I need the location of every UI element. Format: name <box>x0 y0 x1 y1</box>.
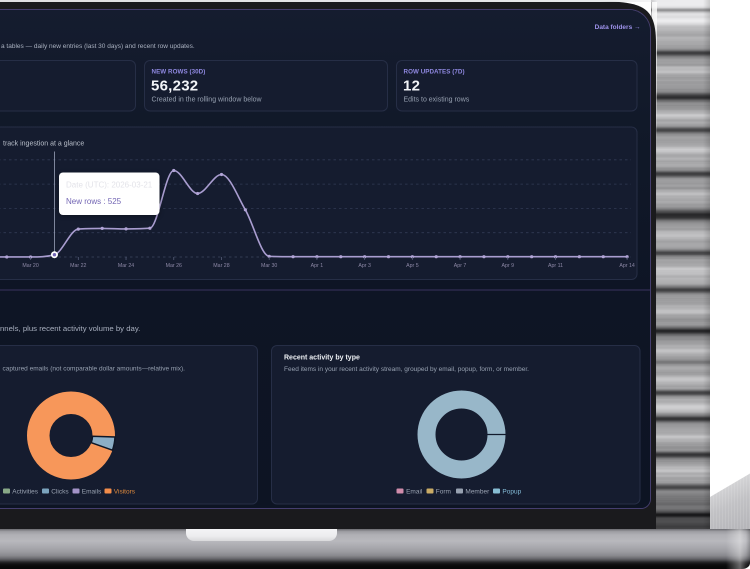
svg-text:Mar 28: Mar 28 <box>213 263 229 269</box>
svg-text:Mar 30: Mar 30 <box>261 263 277 269</box>
svg-text:Apr 1: Apr 1 <box>311 263 324 269</box>
svg-text:Apr 9: Apr 9 <box>502 263 515 269</box>
svg-text:Apr 7: Apr 7 <box>454 263 467 269</box>
svg-text:Mar 20: Mar 20 <box>22 263 38 269</box>
svg-text:Mar 22: Mar 22 <box>70 263 86 269</box>
svg-text:Mar 24: Mar 24 <box>118 263 134 269</box>
svg-text:Apr 11: Apr 11 <box>548 263 563 269</box>
svg-text:Apr 5: Apr 5 <box>406 263 419 269</box>
svg-text:Apr 3: Apr 3 <box>358 263 371 269</box>
svg-text:Apr 14: Apr 14 <box>619 263 635 269</box>
svg-text:Mar 26: Mar 26 <box>166 263 182 269</box>
